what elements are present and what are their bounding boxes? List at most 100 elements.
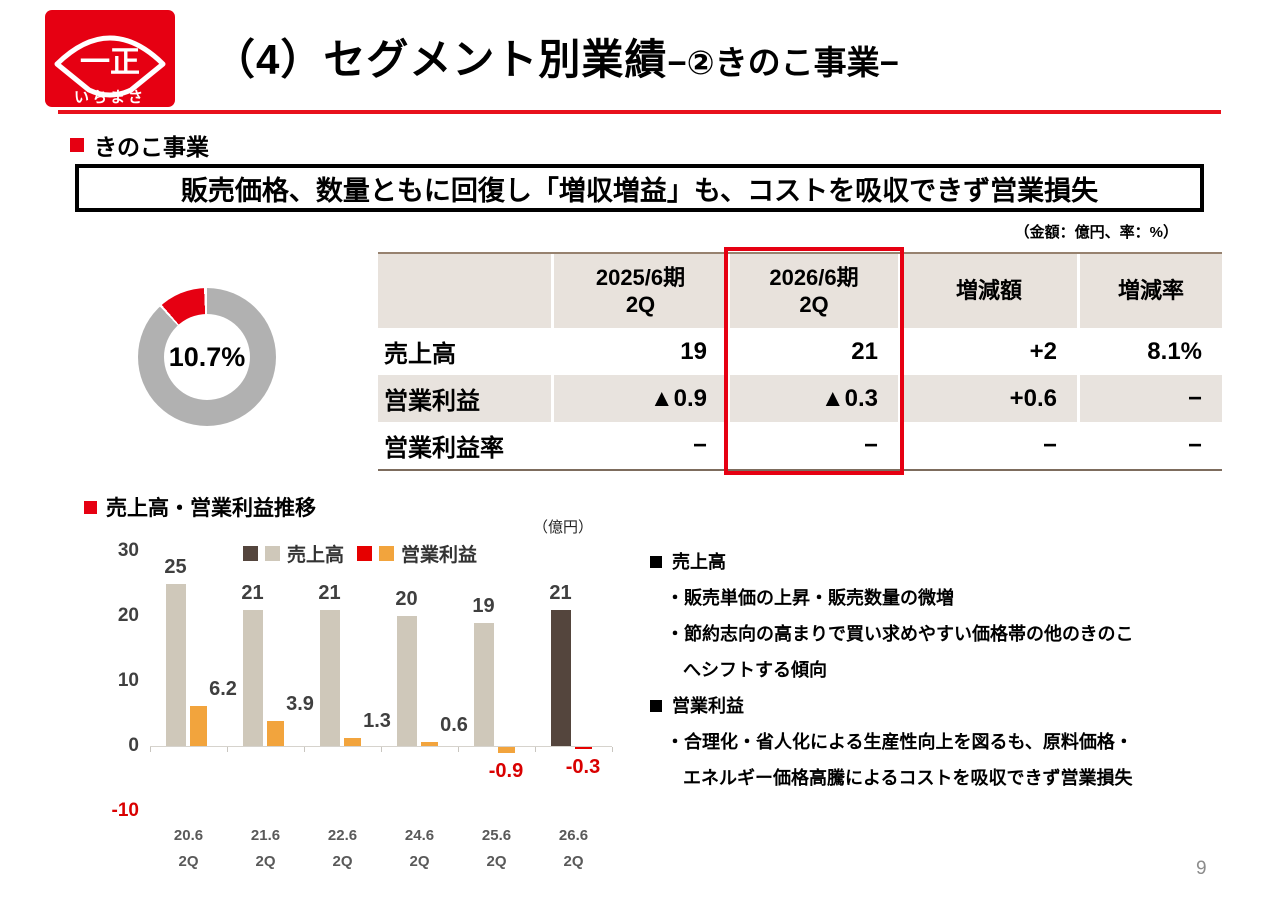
sales-profit-bar-chart: 30 20 10 0 -10 売上高 営業利益 25 6.2 20.6 2Q 21 3.9 21.6 2Q 2… [95, 535, 640, 880]
profit-value-label: 3.9 [286, 692, 314, 715]
segment-share-donut-chart [138, 288, 276, 426]
profit-bar [420, 742, 438, 746]
black-square-bullet-icon [650, 556, 662, 568]
table-cell-value: − [1042, 431, 1057, 459]
table-column-header: 2026/6期 2Q [727, 254, 898, 328]
legend-series-label: 営業利益 [401, 545, 478, 566]
legend-swatch [265, 546, 280, 561]
chart-unit-label: （億円） [533, 519, 594, 536]
sales-value-label: 19 [472, 594, 495, 617]
table-cell-value: 8.1% [1147, 337, 1202, 365]
table-column-header: 2025/6期 2Q [551, 254, 727, 328]
sales-value-label: 20 [395, 588, 418, 610]
y-axis-tick-label: 10 [117, 670, 139, 691]
chart-heading: 売上高・営業利益推移 [84, 492, 316, 522]
legend-swatch-highlight [243, 546, 258, 561]
table-column-header: 増減額 [898, 254, 1077, 328]
sales-bar [242, 609, 263, 746]
y-axis-tick-label: 30 [117, 540, 139, 561]
note-line: ・節約志向の高まりで買い求めやすい価格帯の他のきのこ [666, 624, 1134, 644]
table-cell-value: ▲0.9 [551, 375, 727, 422]
note-line: ・合理化・省人化による生産性向上を図るも、原料価格・ [666, 732, 1133, 752]
axis-tick [381, 747, 382, 752]
legend-series-label: 売上高 [287, 545, 345, 566]
page-title-sub: −②きのこ事業− [667, 44, 899, 81]
note-line: ・販売単価の上昇・販売数量の微増 [666, 588, 954, 608]
section-heading: きのこ事業 [70, 128, 209, 162]
note-heading-label: 営業利益 [672, 696, 744, 716]
table-column-header: 増減率 [1077, 254, 1222, 328]
table-row-label: 売上高 [384, 341, 456, 368]
axis-tick [304, 747, 305, 752]
axis-tick [227, 747, 228, 752]
black-square-bullet-icon [650, 700, 662, 712]
page-title-main: （4）セグメント別業績 [213, 36, 668, 83]
axis-tick [150, 747, 151, 752]
table-column-header [378, 254, 551, 328]
sales-bar [550, 609, 571, 746]
red-square-bullet-icon [70, 138, 84, 152]
table-cell-value: − [1187, 431, 1202, 459]
profit-bar [574, 747, 592, 749]
page-title: （4）セグメント別業績−②きのこ事業− [213, 26, 1213, 87]
sales-bar [165, 583, 186, 746]
profit-bar [266, 720, 284, 746]
x-axis-category-label: 26.6 2Q [558, 827, 589, 870]
x-axis-line [150, 746, 612, 747]
profit-bar [189, 705, 207, 746]
key-message-text: 販売価格、数量ともに回復し「増収増益」も、コストを吸収できず営業損失 [180, 175, 1099, 206]
table-cell-value: +2 [1029, 337, 1057, 365]
profit-value-label: 0.6 [440, 714, 468, 737]
axis-tick [612, 747, 613, 752]
sales-bar [319, 609, 340, 746]
profit-value-label: -0.3 [565, 755, 601, 778]
note-heading: 営業利益 [650, 688, 1250, 724]
unit-note: （金額：億円、率：%） [1014, 224, 1178, 241]
y-axis-tick-label: 0 [128, 735, 139, 756]
x-axis-category-label: 20.6 2Q [173, 827, 204, 870]
table-cell-value: − [692, 431, 707, 459]
table-cell-value: 21 [851, 337, 878, 365]
legend-swatch-highlight [357, 546, 373, 561]
axis-tick [535, 747, 536, 752]
y-axis-tick-label: 20 [117, 605, 139, 626]
y-axis-tick-label: -10 [111, 800, 139, 821]
note-line: エネルギー価格高騰によるコストを吸収できず営業損失 [683, 768, 1133, 788]
table-cell-value: − [863, 431, 878, 459]
logo-name-text: いちまさ [74, 89, 146, 106]
key-message-box: 販売価格、数量ともに回復し「増収増益」も、コストを吸収できず営業損失 [75, 164, 1204, 212]
header-rule [58, 110, 1221, 114]
table-cell-value: +0.6 [898, 375, 1077, 422]
company-logo: 一正 いちまさ [45, 10, 175, 107]
note-heading: 売上高 [650, 544, 1250, 580]
sales-value-label: 21 [318, 581, 341, 604]
profit-value-label: 1.3 [363, 709, 391, 732]
x-axis-category-label: 25.6 2Q [481, 827, 512, 870]
note-heading-label: 売上高 [672, 552, 726, 572]
table-cell-value: 19 [680, 337, 707, 365]
table-row-label: 営業利益 [378, 375, 551, 422]
table-cell-value: ▲0.3 [727, 375, 898, 422]
profit-value-label: 6.2 [209, 677, 237, 700]
sales-value-label: 21 [241, 581, 264, 604]
profit-value-label: -0.9 [488, 759, 524, 782]
sales-bar [473, 622, 494, 746]
table-row-label: 営業利益率 [384, 435, 504, 462]
commentary-notes: 売上高・販売単価の上昇・販売数量の微増・節約志向の高まりで買い求めやすい価格帯の… [650, 544, 1250, 796]
axis-tick [458, 747, 459, 752]
fan-icon [54, 35, 166, 98]
performance-table: 2025/6期 2Q 2026/6期 2Q 増減額 増減率売上高 19 21 +2 8.1% 営… [378, 252, 1222, 471]
red-square-bullet-icon [84, 500, 97, 514]
section-heading-label: きのこ事業 [94, 134, 209, 160]
x-axis-category-label: 22.6 2Q [327, 827, 358, 870]
page-number: 9 [1196, 858, 1207, 879]
x-axis-category-label: 24.6 2Q [404, 827, 435, 870]
sales-value-label: 25 [164, 555, 187, 578]
legend-swatch [379, 546, 395, 561]
x-axis-category-label: 21.6 2Q [250, 827, 281, 870]
logo-mark-text: 一正 [80, 46, 140, 79]
chart-heading-label: 売上高・営業利益推移 [106, 497, 316, 520]
profit-bar [497, 747, 515, 753]
segment-share-value: 10.7% [168, 341, 246, 372]
